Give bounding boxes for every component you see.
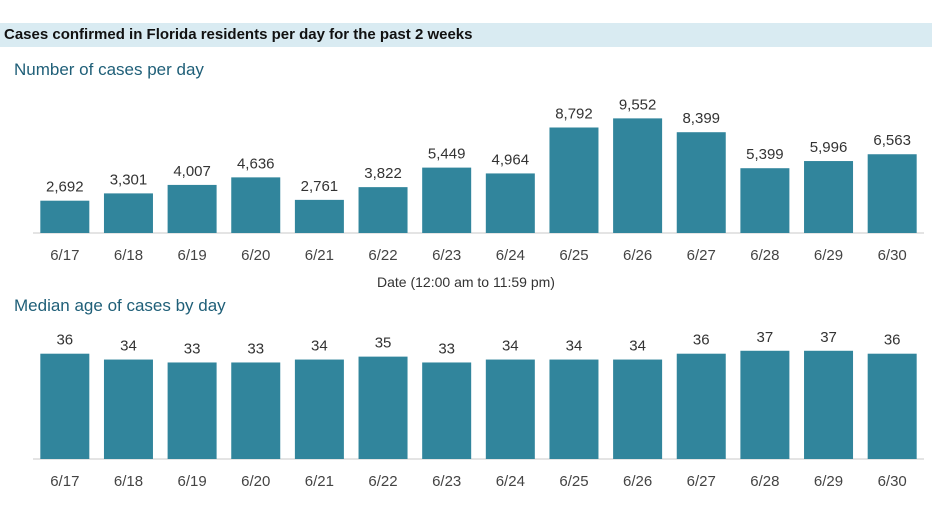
cases-data-label: 8,792 [555, 105, 593, 122]
cases-tick-label: 6/21 [305, 247, 334, 264]
age-bar-6/29 [804, 350, 854, 459]
age-bar-6/21 [294, 359, 344, 459]
cases-data-label: 2,692 [46, 179, 84, 196]
cases-tick-label: 6/29 [814, 247, 843, 264]
cases-bar-6/27 [676, 132, 726, 233]
age-tick-label: 6/24 [496, 473, 525, 490]
age-data-label: 36 [884, 332, 901, 349]
age-bar-6/23 [422, 362, 472, 459]
age-data-label: 34 [120, 338, 137, 355]
age-bar-6/24 [485, 359, 535, 459]
age-tick-label: 6/30 [878, 473, 907, 490]
age-data-label: 36 [693, 332, 710, 349]
age-data-label: 34 [502, 338, 519, 355]
age-bar-6/26 [613, 359, 663, 459]
age-tick-label: 6/26 [623, 473, 652, 490]
age-data-label: 34 [629, 338, 646, 355]
age-tick-label: 6/21 [305, 473, 334, 490]
age-bar-6/20 [231, 362, 281, 459]
cases-tick-label: 6/18 [114, 247, 143, 264]
cases-data-label: 5,996 [810, 139, 848, 156]
cases-bar-6/23 [422, 167, 472, 233]
age-data-label: 36 [56, 332, 73, 349]
cases-tick-label: 6/17 [50, 247, 79, 264]
page-title-banner: Cases confirmed in Florida residents per… [0, 23, 932, 47]
cases-bar-6/24 [485, 173, 535, 233]
age-bar-6/17 [40, 353, 90, 459]
age-tick-label: 6/19 [178, 473, 207, 490]
cases-data-label: 5,449 [428, 146, 466, 163]
age-tick-label: 6/29 [814, 473, 843, 490]
age-data-label: 33 [438, 340, 455, 357]
cases-bar-6/30 [867, 154, 917, 233]
age-tick-label: 6/23 [432, 473, 461, 490]
age-data-label: 37 [820, 329, 837, 346]
age-tick-label: 6/25 [559, 473, 588, 490]
age-chart-title: Median age of cases by day [14, 296, 226, 315]
cases-chart-title: Number of cases per day [14, 60, 204, 79]
age-tick-label: 6/18 [114, 473, 143, 490]
cases-bar-6/25 [549, 127, 599, 233]
cases-bar-6/28 [740, 168, 790, 233]
cases-bar-6/21 [294, 199, 344, 233]
cases-bar-6/19 [167, 184, 217, 233]
age-bar-6/25 [549, 359, 599, 459]
age-data-label: 35 [375, 335, 392, 352]
age-bar-6/22 [358, 356, 408, 459]
cases-bar-6/18 [103, 193, 153, 233]
cases-bar-6/17 [40, 200, 90, 233]
cases-tick-label: 6/22 [368, 247, 397, 264]
age-data-label: 33 [184, 340, 201, 357]
cases-tick-label: 6/23 [432, 247, 461, 264]
age-data-label: 34 [566, 338, 583, 355]
age-tick-label: 6/28 [750, 473, 779, 490]
cases-bar-6/22 [358, 187, 408, 233]
cases-tick-label: 6/30 [878, 247, 907, 264]
cases-data-label: 3,822 [364, 165, 402, 182]
cases-tick-label: 6/25 [559, 247, 588, 264]
age-bar-6/27 [676, 353, 726, 459]
age-tick-label: 6/20 [241, 473, 270, 490]
age-data-label: 33 [247, 340, 264, 357]
cases-tick-label: 6/20 [241, 247, 270, 264]
cases-data-label: 4,007 [173, 163, 211, 180]
cases-tick-label: 6/28 [750, 247, 779, 264]
cases-data-label: 6,563 [873, 132, 911, 149]
cases-bar-6/29 [804, 161, 854, 233]
cases-tick-label: 6/26 [623, 247, 652, 264]
cases-bar-6/26 [613, 118, 663, 233]
age-data-label: 34 [311, 338, 328, 355]
cases-tick-label: 6/19 [178, 247, 207, 264]
cases-data-label: 9,552 [619, 96, 657, 113]
age-data-label: 37 [757, 329, 774, 346]
cases-data-label: 4,964 [492, 151, 530, 168]
cases-data-label: 5,399 [746, 146, 784, 163]
age-tick-label: 6/27 [687, 473, 716, 490]
age-bar-6/28 [740, 350, 790, 459]
cases-chart-x-axis-title: Date (12:00 am to 11:59 pm) [377, 274, 555, 290]
cases-bar-6/20 [231, 177, 281, 233]
cases-tick-label: 6/27 [687, 247, 716, 264]
cases-data-label: 4,636 [237, 155, 275, 172]
age-bar-6/19 [167, 362, 217, 459]
age-bar-6/30 [867, 353, 917, 459]
age-tick-label: 6/22 [368, 473, 397, 490]
age-tick-label: 6/17 [50, 473, 79, 490]
cases-data-label: 8,399 [682, 110, 720, 127]
cases-tick-label: 6/24 [496, 247, 525, 264]
age-bar-6/18 [103, 359, 153, 459]
cases-data-label: 3,301 [110, 171, 148, 188]
cases-data-label: 2,761 [301, 178, 339, 195]
